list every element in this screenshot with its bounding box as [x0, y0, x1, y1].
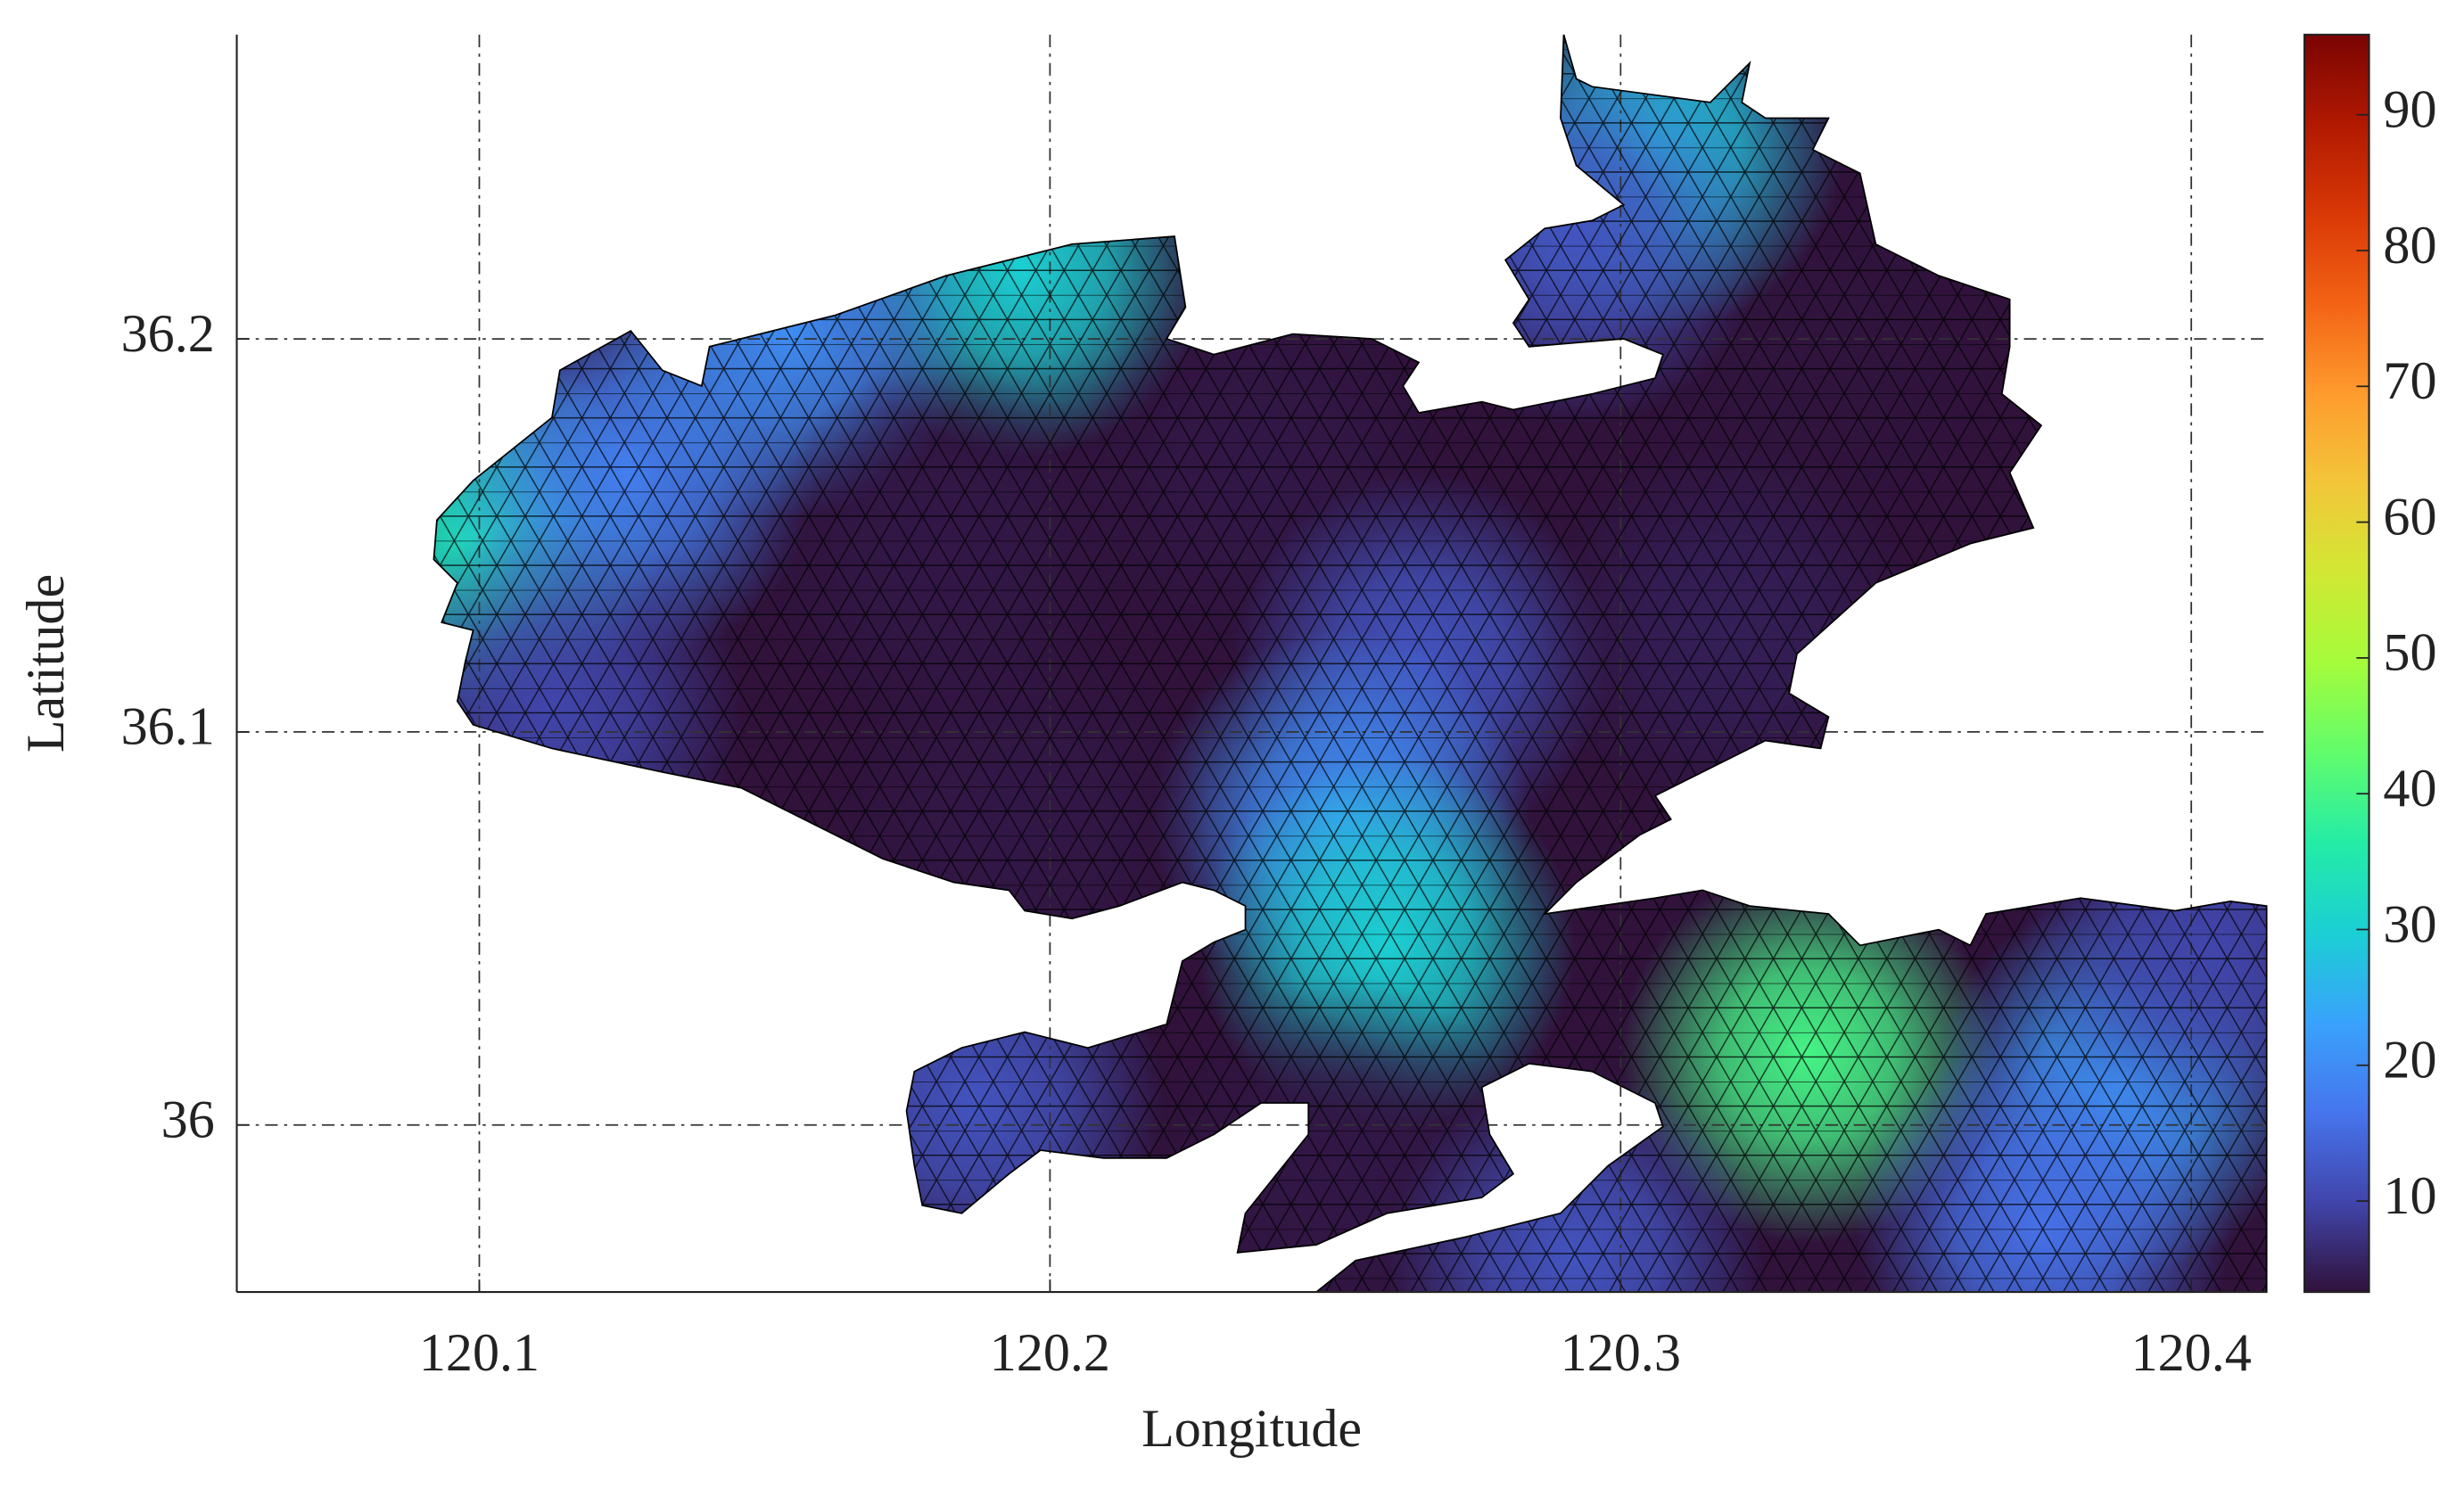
y-tick-label: 36	[161, 1090, 215, 1149]
x-tick-label: 120.1	[419, 1322, 540, 1382]
x-tick-label: 120.2	[990, 1322, 1110, 1382]
colorbar-tick-label: 30	[2383, 893, 2436, 953]
colorbar-tick-label: 50	[2383, 622, 2436, 682]
colorbar-tick-label: 80	[2383, 215, 2436, 275]
colorbar-tick-label: 90	[2383, 79, 2436, 139]
mesh-lines	[433, 34, 2267, 1293]
y-tick-label: 36.1	[121, 696, 215, 756]
colorbar-tick-label: 10	[2383, 1165, 2436, 1225]
x-tick-label: 120.4	[2131, 1322, 2252, 1382]
colorbar-tick-label: 60	[2383, 486, 2436, 546]
x-axis-label: Longitude	[1141, 1398, 1362, 1458]
colorbar-tick-label: 70	[2383, 350, 2436, 410]
y-tick-label: 36.2	[121, 303, 215, 363]
x-tick-label: 120.3	[1561, 1322, 1681, 1382]
y-axis-label: Latitude	[15, 574, 75, 753]
colorbar	[2303, 33, 2370, 1294]
colorbar-tick-label: 20	[2383, 1030, 2436, 1090]
colorbar-tick-label: 40	[2383, 758, 2436, 818]
